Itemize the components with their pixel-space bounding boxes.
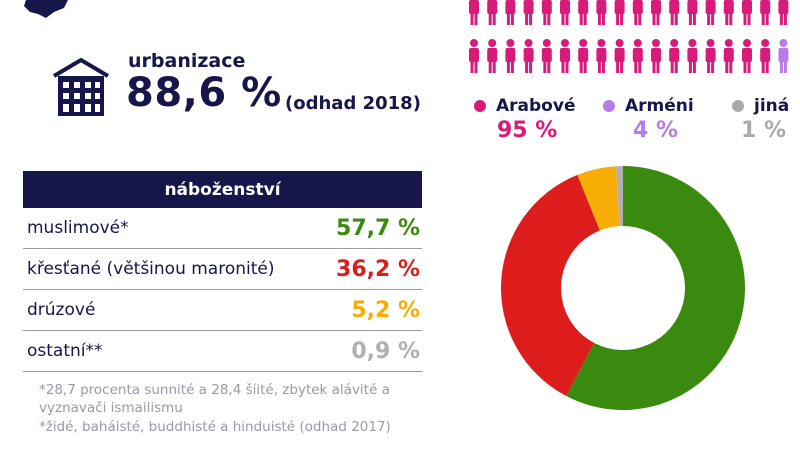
legend-percent-other: 1 % xyxy=(741,118,787,143)
religion-table-header: náboženství xyxy=(23,171,422,208)
table-row: drúzové 5,2 % xyxy=(23,290,422,331)
ethnic-people-grid xyxy=(469,0,789,73)
footnote-others: *židé, baháisté, buddhisté a hinduisté (… xyxy=(39,419,391,435)
person-icon xyxy=(505,39,516,73)
urbanization-note: (odhad 2018) xyxy=(285,93,421,114)
legend-armenians: Arméni xyxy=(603,96,694,116)
person-icon xyxy=(614,39,625,73)
person-icon xyxy=(541,0,552,25)
religion-percent: 36,2 % xyxy=(336,256,420,282)
legend-dot-icon xyxy=(603,100,615,112)
person-icon xyxy=(632,39,643,73)
legend-other: jiná xyxy=(732,96,789,116)
person-icon xyxy=(578,39,589,73)
legend-percent-armenians: 4 % xyxy=(633,118,679,143)
person-icon xyxy=(742,39,752,73)
person-icon xyxy=(687,39,698,73)
person-icon xyxy=(705,0,716,25)
person-icon xyxy=(742,0,752,25)
person-icon xyxy=(705,39,716,73)
person-icon xyxy=(596,39,607,73)
legend-arabs: Arabové xyxy=(474,96,575,116)
donut-slice-3 xyxy=(616,166,623,227)
person-icon xyxy=(651,39,661,73)
table-row: ostatní** 0,9 % xyxy=(23,331,422,372)
religion-percent: 5,2 % xyxy=(351,297,420,323)
donut-slice-1 xyxy=(501,174,600,396)
person-icon xyxy=(487,0,498,25)
person-icon xyxy=(669,39,680,73)
person-icon xyxy=(505,0,516,25)
person-icon xyxy=(760,39,771,73)
religion-percent: 57,7 % xyxy=(336,215,420,241)
person-icon xyxy=(596,0,607,25)
legend-label: Arabové xyxy=(496,96,576,116)
legend-dot-icon xyxy=(732,100,744,112)
person-icon xyxy=(687,0,698,25)
person-icon xyxy=(469,39,479,73)
person-icon xyxy=(778,0,789,25)
person-icon xyxy=(760,0,771,25)
person-icon xyxy=(487,39,498,73)
person-icon xyxy=(723,39,734,73)
building-icon xyxy=(52,58,110,116)
person-icon xyxy=(778,39,789,73)
person-icon xyxy=(541,39,552,73)
urbanization-value: 88,6 % xyxy=(126,70,282,116)
person-icon xyxy=(669,0,680,25)
donut-slice-0 xyxy=(566,166,745,410)
footnote-muslims: *28,7 procenta sunnité a 28,4 šíité, zby… xyxy=(39,382,390,416)
religion-name: ostatní** xyxy=(27,341,103,361)
person-icon xyxy=(651,0,661,25)
person-icon xyxy=(469,0,479,25)
urbanization-label: urbanizace xyxy=(128,50,246,72)
religion-table: náboženství muslimové* 57,7 % křesťané (… xyxy=(23,171,422,372)
legend-label: jiná xyxy=(754,96,790,116)
country-map-shape xyxy=(24,0,68,18)
religion-name: muslimové* xyxy=(27,218,129,238)
person-icon xyxy=(560,0,570,25)
person-icon xyxy=(523,0,534,25)
person-icon xyxy=(614,0,625,25)
legend-dot-icon xyxy=(474,100,486,112)
donut-slice-2 xyxy=(577,166,620,231)
legend-label: Arméni xyxy=(625,96,694,116)
legend-percent-arabs: 95 % xyxy=(497,118,558,143)
table-row: křesťané (většinou maronité) 36,2 % xyxy=(23,249,422,290)
person-icon xyxy=(560,39,570,73)
person-icon xyxy=(578,0,589,25)
religion-name: křesťané (většinou maronité) xyxy=(27,259,275,279)
person-icon xyxy=(523,39,534,73)
religion-percent: 0,9 % xyxy=(351,338,420,364)
person-icon xyxy=(632,0,643,25)
religion-name: drúzové xyxy=(27,300,96,320)
religion-donut-chart xyxy=(501,166,745,410)
table-row: muslimové* 57,7 % xyxy=(23,208,422,249)
person-icon xyxy=(723,0,734,25)
